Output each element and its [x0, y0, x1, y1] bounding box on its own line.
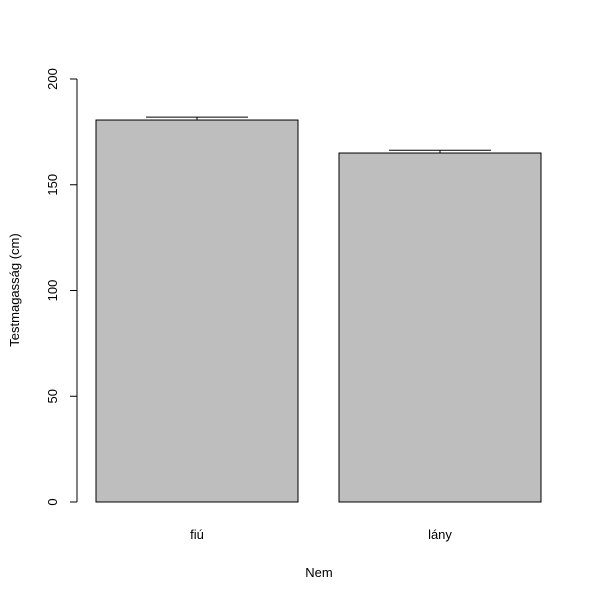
- x-tick-label-1: lány: [428, 527, 452, 542]
- y-tick-label-4: 200: [45, 68, 60, 90]
- bar-1: [338, 152, 542, 503]
- x-tick-label-0: fiú: [190, 527, 204, 542]
- x-axis-label: Nem: [305, 565, 332, 580]
- y-tick-label-1: 50: [45, 389, 60, 403]
- bar-0: [95, 119, 299, 503]
- y-tick-label-2: 100: [45, 280, 60, 302]
- y-tick-label-0: 0: [45, 498, 60, 505]
- y-axis-label: Testmagasság (cm): [7, 233, 22, 346]
- x-tick-labels: fiú lány: [190, 527, 452, 542]
- y-tick-label-3: 150: [45, 174, 60, 196]
- bars: [95, 116, 542, 503]
- y-axis: 0 50 100 150 200: [45, 68, 78, 506]
